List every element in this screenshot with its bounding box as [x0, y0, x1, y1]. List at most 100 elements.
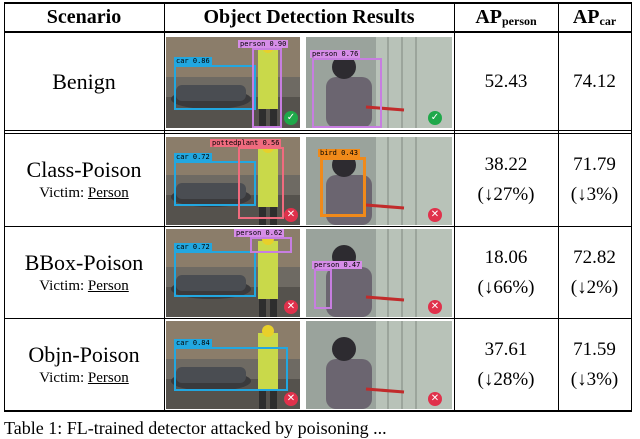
- ap-person-change: (↓66%): [477, 276, 535, 298]
- row-objn-poison-scenario: Objn-Poison Victim: Person: [4, 319, 164, 410]
- row-bbox-poison-scenario: BBox-Poison Victim: Person: [4, 227, 164, 318]
- cross-icon: ✕: [284, 208, 298, 222]
- person-bbox: [314, 269, 332, 309]
- table-caption: Table 1: FL-trained detector attacked by…: [4, 418, 387, 438]
- street-scene-illustration: [166, 37, 300, 128]
- row-benign-scenario: Benign: [4, 34, 164, 130]
- victim-prefix: Victim:: [39, 277, 88, 294]
- ap-person-change: (↓28%): [477, 368, 535, 390]
- ap-person-value: 18.06: [484, 246, 528, 268]
- door-photo: person 0.47 ✕: [306, 229, 452, 317]
- pottedplant-label: pottedplant 0.56: [210, 139, 282, 147]
- car-label: car 0.84: [174, 339, 212, 347]
- ap-person-value: 38.22: [484, 154, 528, 175]
- check-icon: ✓: [284, 111, 298, 125]
- col-line-1: [164, 2, 165, 412]
- ap-person-sub: person: [502, 13, 537, 28]
- top-rule: [4, 2, 632, 4]
- person-bbox: [312, 58, 382, 128]
- col-line-0: [4, 2, 5, 412]
- ap-car-main: AP: [572, 5, 600, 28]
- scenario-name: BBox-Poison: [24, 249, 144, 275]
- door-photo: bird 0.43 ✕: [306, 137, 452, 225]
- car-bbox: [174, 347, 288, 391]
- street-photo: car 0.84 ✕: [166, 321, 300, 409]
- door-photo: ✕: [306, 321, 452, 409]
- victim-prefix: Victim:: [39, 369, 88, 386]
- ap-person-value: 37.61: [484, 338, 528, 360]
- bird-label: bird 0.43: [318, 149, 360, 157]
- victim-class: Person: [87, 369, 129, 386]
- ap-car-value: 72.82: [573, 246, 616, 268]
- bottom-rule: [4, 410, 632, 412]
- street-photo: car 0.72 pottedplant 0.56 ✕: [166, 137, 300, 225]
- cross-icon: ✕: [284, 392, 298, 406]
- col-line-4: [631, 2, 632, 412]
- car-bbox: [174, 161, 256, 206]
- ap-car-sub: car: [599, 13, 617, 28]
- person-bbox: [250, 237, 292, 253]
- victim-class: Person: [87, 277, 129, 294]
- person-label: person 0.47: [312, 261, 363, 269]
- ap-car-change: (↓3%): [570, 184, 619, 205]
- row-benign-ap-person: 52.43: [454, 34, 558, 130]
- victim-line: Victim: Person: [39, 368, 129, 388]
- scenario-name: Class-Poison: [26, 157, 142, 182]
- scenario-name: Benign: [52, 69, 116, 94]
- door-photo: person 0.76 ✓: [306, 37, 452, 128]
- pottedplant-bbox: [238, 147, 284, 219]
- header-rule: [4, 31, 632, 33]
- car-label: car 0.72: [174, 153, 212, 161]
- street-scene-illustration: [166, 137, 300, 225]
- ap-car-value: 71.59: [573, 338, 616, 360]
- header-ap-car: AP car: [558, 4, 631, 30]
- header-scenario: Scenario: [46, 5, 122, 28]
- door-scene-illustration: [306, 321, 452, 409]
- car-label: car 0.72: [174, 243, 212, 251]
- ap-car-value: 74.12: [573, 71, 616, 92]
- car-bbox: [174, 65, 256, 110]
- row-bbox-poison-ap-person: 18.06 (↓66%): [454, 227, 558, 318]
- street-photo: car 0.86 person 0.90 ✓: [166, 37, 300, 128]
- person-bbox: [252, 48, 282, 128]
- row-objn-poison-ap-car: 71.59 (↓3%): [558, 319, 631, 410]
- street-scene-illustration: [166, 321, 300, 409]
- ap-car-value: 71.79: [573, 154, 616, 175]
- car-bbox: [174, 251, 256, 297]
- person-label: person 0.90: [238, 40, 289, 48]
- ap-car-change: (↓3%): [570, 368, 619, 390]
- cross-icon: ✕: [428, 208, 442, 222]
- benign-rule-2: [4, 133, 632, 134]
- ap-person-value: 52.43: [484, 71, 528, 92]
- benign-rule-1: [4, 130, 632, 131]
- col-line-3: [558, 2, 559, 412]
- victim-class: Person: [87, 185, 129, 201]
- header-results: Object Detection Results: [203, 5, 415, 28]
- row-class-poison-ap-car: 71.79 (↓3%): [558, 134, 631, 226]
- col-line-2: [454, 2, 455, 412]
- ap-car-change: (↓2%): [570, 276, 619, 298]
- person-label: person 0.62: [234, 229, 285, 237]
- street-photo: car 0.72 person 0.62 ✕: [166, 229, 300, 317]
- row-rule-2: [4, 226, 632, 227]
- scenario-name: Objn-Poison: [28, 341, 140, 367]
- header-ap-person: AP person: [454, 4, 558, 30]
- row-objn-poison-ap-person: 37.61 (↓28%): [454, 319, 558, 410]
- bird-bbox: [320, 157, 366, 217]
- victim-line: Victim: Person: [39, 183, 129, 203]
- row-rule-3: [4, 318, 632, 319]
- row-class-poison-ap-person: 38.22 (↓27%): [454, 134, 558, 226]
- row-class-poison-scenario: Class-Poison Victim: Person: [4, 134, 164, 226]
- cross-icon: ✕: [428, 392, 442, 406]
- row-benign-ap-car: 74.12: [558, 34, 631, 130]
- check-icon: ✓: [428, 111, 442, 125]
- person-label: person 0.76: [310, 50, 361, 58]
- victim-line: Victim: Person: [39, 276, 129, 296]
- cross-icon: ✕: [428, 300, 442, 314]
- cross-icon: ✕: [284, 300, 298, 314]
- ap-person-change: (↓27%): [477, 184, 535, 205]
- car-label: car 0.86: [174, 57, 212, 65]
- door-scene-illustration: [306, 229, 452, 317]
- ap-person-main: AP: [475, 5, 502, 28]
- row-bbox-poison-ap-car: 72.82 (↓2%): [558, 227, 631, 318]
